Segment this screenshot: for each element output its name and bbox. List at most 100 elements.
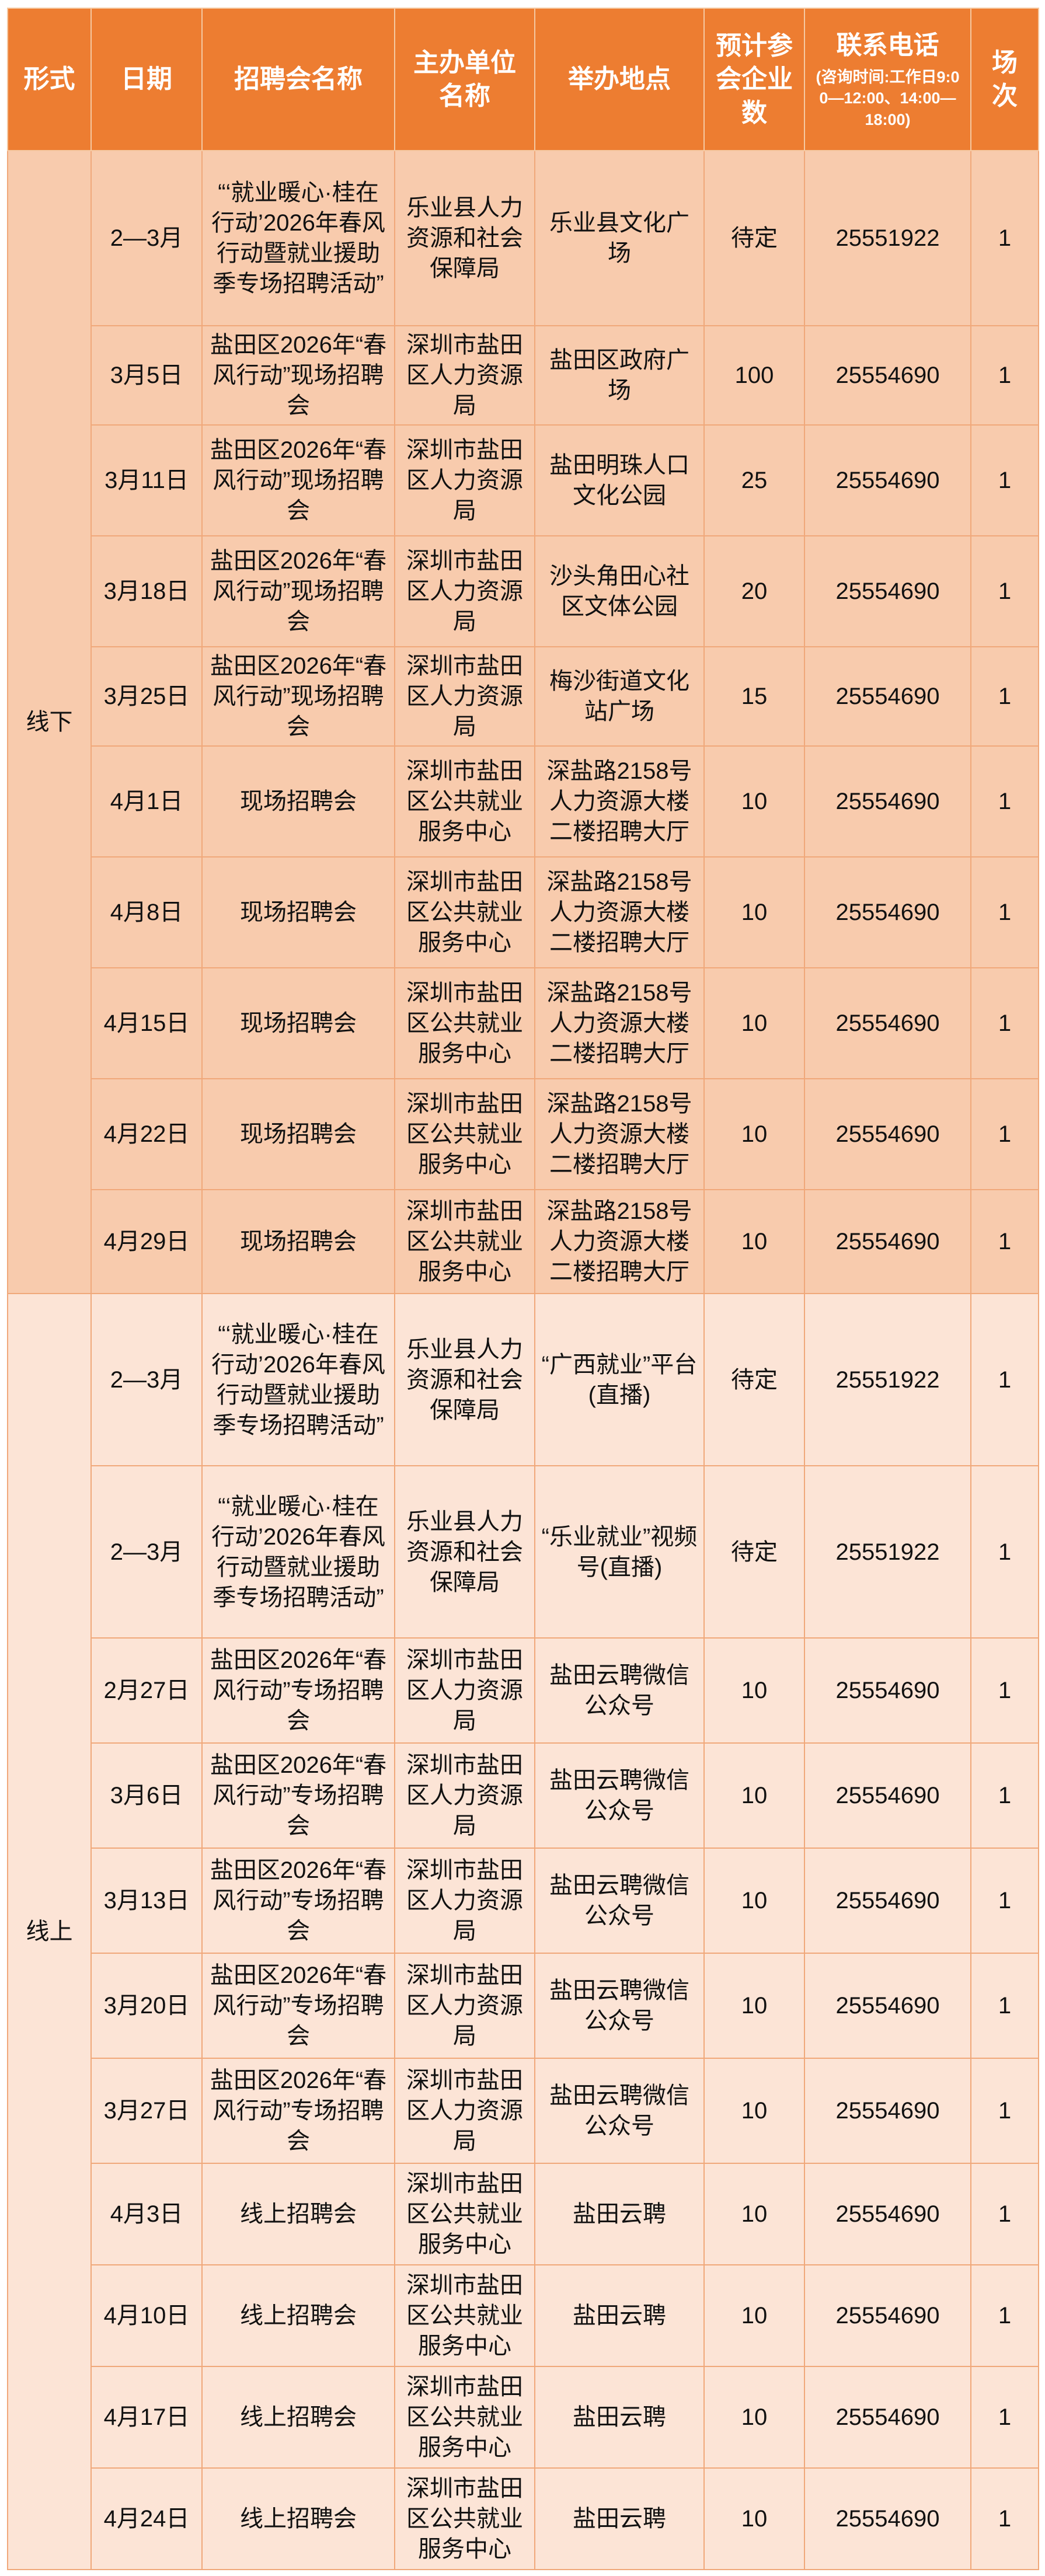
fair-name-cell: 现场招聘会 xyxy=(201,1078,395,1190)
table-row: 4月17日 线上招聘会 深圳市盐田区公共就业服务中心 盐田云聘 10 25554690 1 xyxy=(8,2366,1039,2469)
col-sessions: 场次 xyxy=(970,8,1039,151)
col-date: 日期 xyxy=(90,8,203,151)
company-count-cell: 25 xyxy=(703,424,805,536)
fair-name-cell: 盐田区2026年“春风行动”现场招聘会 xyxy=(201,424,395,536)
date-cell: 4月15日 xyxy=(90,967,203,1079)
venue-cell: 盐田明珠人口文化公园 xyxy=(534,424,705,536)
table-row: 4月8日 现场招聘会 深圳市盐田区公共就业服务中心 深盐路2158号人力资源大楼二楼招… xyxy=(8,856,1039,968)
fair-name-cell: 线上招聘会 xyxy=(201,2264,395,2367)
col-fair-name: 招聘会名称 xyxy=(201,8,395,151)
table-row: 3月5日 盐田区2026年“春风行动”现场招聘会 深圳市盐田区人力资源局 盐田区政府广… xyxy=(8,325,1039,426)
col-phone-note: (咨询时间:工作日9:00—12:00、14:00—18:00) xyxy=(816,68,960,128)
sessions-cell: 1 xyxy=(970,856,1039,968)
table-row: 3月13日 盐田区2026年“春风行动”专场招聘会 深圳市盐田区人力资源局 盐田云聘微… xyxy=(8,1848,1039,1954)
sessions-cell: 1 xyxy=(970,2467,1039,2570)
sessions-cell: 1 xyxy=(970,745,1039,857)
company-count-cell: 待定 xyxy=(703,1465,805,1639)
fair-name-cell: 盐田区2026年“春风行动”专场招聘会 xyxy=(201,1637,395,1744)
venue-cell: 盐田云聘微信公众号 xyxy=(534,1953,705,2059)
company-count-cell: 10 xyxy=(703,2467,805,2570)
sessions-cell: 1 xyxy=(970,1848,1039,1954)
table-row: 线上 2—3月 “‘就业暖心·桂在行动’2026年春风行动暨就业援助季专场招聘活动”… xyxy=(7,1293,1039,2570)
sessions-cell: 1 xyxy=(970,967,1039,1079)
date-cell: 3月13日 xyxy=(90,1848,203,1954)
phone-cell: 25554690 xyxy=(804,2163,971,2265)
venue-cell: 深盐路2158号人力资源大楼二楼招聘大厅 xyxy=(534,1189,705,1294)
company-count-cell: 10 xyxy=(703,2058,805,2164)
organizer-cell: 深圳市盐田区人力资源局 xyxy=(394,325,535,426)
organizer-cell: 深圳市盐田区人力资源局 xyxy=(394,424,535,536)
company-count-cell: 待定 xyxy=(703,150,805,326)
venue-cell: 盐田云聘 xyxy=(534,2163,705,2265)
table-row: 4月29日 现场招聘会 深圳市盐田区公共就业服务中心 深盐路2158号人力资源大楼二楼… xyxy=(8,1189,1039,1294)
organizer-cell: 深圳市盐田区公共就业服务中心 xyxy=(394,745,535,857)
venue-cell: 深盐路2158号人力资源大楼二楼招聘大厅 xyxy=(534,1078,705,1190)
phone-cell: 25554690 xyxy=(804,535,971,647)
sessions-cell: 1 xyxy=(970,1637,1039,1744)
date-cell: 3月18日 xyxy=(90,535,203,647)
fair-name-cell: 现场招聘会 xyxy=(201,745,395,857)
sessions-cell: 1 xyxy=(970,150,1039,326)
sessions-cell: 1 xyxy=(970,535,1039,647)
date-cell: 3月5日 xyxy=(90,325,203,426)
venue-cell: “乐业就业”视频号(直播) xyxy=(534,1465,705,1639)
fair-name-cell: “‘就业暖心·桂在行动’2026年春风行动暨就业援助季专场招聘活动” xyxy=(201,1465,395,1639)
phone-cell: 25551922 xyxy=(804,1465,971,1639)
company-count-cell: 10 xyxy=(703,2163,805,2265)
date-cell: 3月11日 xyxy=(90,424,203,536)
organizer-cell: 深圳市盐田区人力资源局 xyxy=(394,535,535,647)
company-count-cell: 10 xyxy=(703,1189,805,1294)
table-row: 线下 2—3月 “‘就业暖心·桂在行动’2026年春风行动暨就业援助季专场招聘活动”… xyxy=(7,150,1039,1294)
table-row: 4月22日 现场招聘会 深圳市盐田区公共就业服务中心 深盐路2158号人力资源大楼二楼… xyxy=(8,1078,1039,1190)
fair-name-cell: “‘就业暖心·桂在行动’2026年春风行动暨就业援助季专场招聘活动” xyxy=(201,150,395,326)
date-cell: 4月24日 xyxy=(90,2467,203,2570)
sessions-cell: 1 xyxy=(970,2264,1039,2367)
organizer-cell: 深圳市盐田区人力资源局 xyxy=(394,646,535,747)
organizer-cell: 深圳市盐田区公共就业服务中心 xyxy=(394,2366,535,2469)
table-row: 3月6日 盐田区2026年“春风行动”专场招聘会 深圳市盐田区人力资源局 盐田云聘微信… xyxy=(8,1742,1039,1849)
company-count-cell: 15 xyxy=(703,646,805,747)
venue-cell: 盐田区政府广场 xyxy=(534,325,705,426)
sessions-cell: 1 xyxy=(970,1465,1039,1639)
phone-cell: 25554690 xyxy=(804,967,971,1079)
table-row: 4月10日 线上招聘会 深圳市盐田区公共就业服务中心 盐田云聘 10 25554690 1 xyxy=(8,2264,1039,2367)
table-row: 2月27日 盐田区2026年“春风行动”专场招聘会 深圳市盐田区人力资源局 盐田云聘微… xyxy=(8,1637,1039,1744)
table-row: 3月27日 盐田区2026年“春风行动”专场招聘会 深圳市盐田区人力资源局 盐田云聘微… xyxy=(8,2058,1039,2164)
sessions-cell: 1 xyxy=(970,1742,1039,1849)
date-cell: 4月8日 xyxy=(90,856,203,968)
organizer-cell: 深圳市盐田区人力资源局 xyxy=(394,1848,535,1954)
phone-cell: 25554690 xyxy=(804,424,971,536)
date-cell: 3月25日 xyxy=(90,646,203,747)
organizer-cell: 深圳市盐田区公共就业服务中心 xyxy=(394,967,535,1079)
fair-name-cell: 盐田区2026年“春风行动”专场招聘会 xyxy=(201,1953,395,2059)
phone-cell: 25554690 xyxy=(804,646,971,747)
organizer-cell: 深圳市盐田区公共就业服务中心 xyxy=(394,1078,535,1190)
organizer-cell: 乐业县人力资源和社会保障局 xyxy=(394,1293,535,1466)
organizer-cell: 深圳市盐田区人力资源局 xyxy=(394,2058,535,2164)
table-row: 2—3月 “‘就业暖心·桂在行动’2026年春风行动暨就业援助季专场招聘活动” 乐业… xyxy=(8,1465,1039,1639)
venue-cell: 深盐路2158号人力资源大楼二楼招聘大厅 xyxy=(534,856,705,968)
phone-cell: 25554690 xyxy=(804,1637,971,1744)
fair-name-cell: 盐田区2026年“春风行动”现场招聘会 xyxy=(201,535,395,647)
sessions-cell: 1 xyxy=(970,1953,1039,2059)
date-cell: 4月17日 xyxy=(90,2366,203,2469)
venue-cell: 盐田云聘微信公众号 xyxy=(534,1848,705,1954)
date-cell: 2—3月 xyxy=(90,150,203,326)
venue-cell: 梅沙街道文化站广场 xyxy=(534,646,705,747)
date-cell: 3月20日 xyxy=(90,1953,203,2059)
date-cell: 4月22日 xyxy=(90,1078,203,1190)
fair-name-cell: 盐田区2026年“春风行动”专场招聘会 xyxy=(201,1742,395,1849)
company-count-cell: 10 xyxy=(703,1637,805,1744)
col-venue: 举办地点 xyxy=(534,8,705,151)
phone-cell: 25554690 xyxy=(804,2366,971,2469)
fair-name-cell: 现场招聘会 xyxy=(201,967,395,1079)
organizer-cell: 深圳市盐田区人力资源局 xyxy=(394,1953,535,2059)
company-count-cell: 待定 xyxy=(703,1293,805,1466)
phone-cell: 25551922 xyxy=(804,150,971,326)
organizer-cell: 深圳市盐田区公共就业服务中心 xyxy=(394,856,535,968)
organizer-cell: 深圳市盐田区公共就业服务中心 xyxy=(394,2467,535,2570)
phone-cell: 25554690 xyxy=(804,2058,971,2164)
phone-cell: 25554690 xyxy=(804,1742,971,1849)
date-cell: 2月27日 xyxy=(90,1637,203,1744)
phone-cell: 25554690 xyxy=(804,1848,971,1954)
